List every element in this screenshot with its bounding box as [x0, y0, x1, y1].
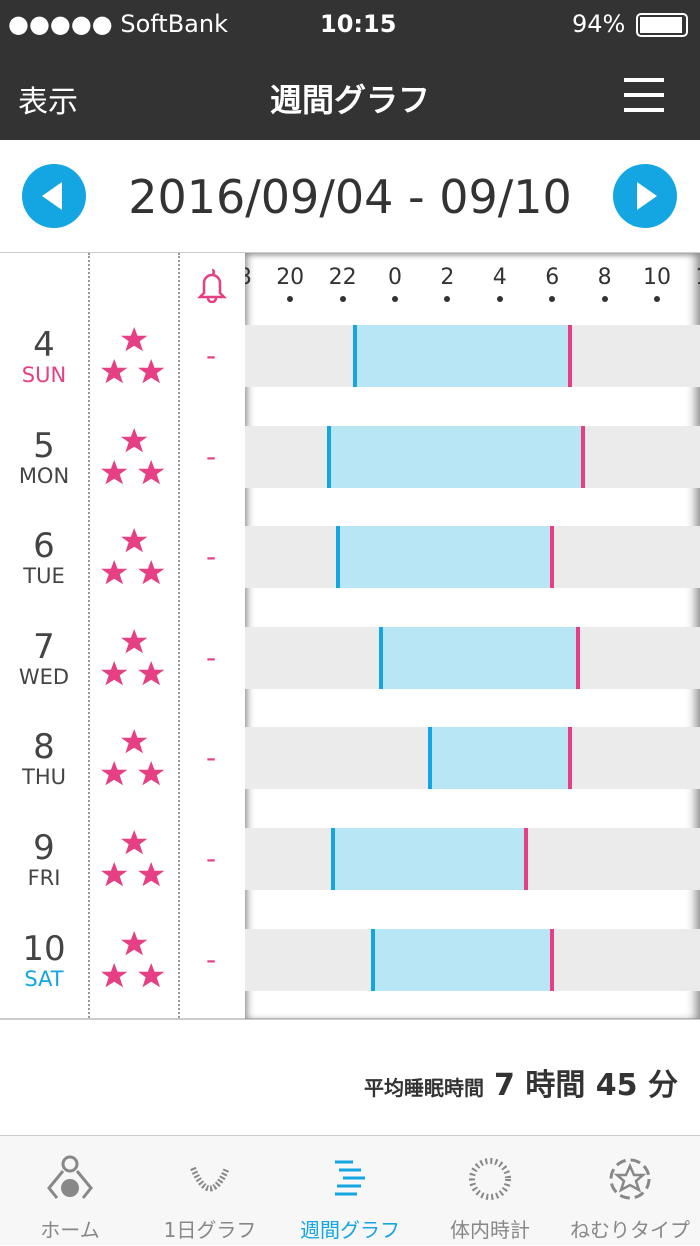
page-title: 週間グラフ	[269, 81, 430, 119]
average-sleep-label: 平均睡眠時間	[364, 1076, 485, 1100]
day-row[interactable]: 8 THU -	[0, 727, 245, 827]
clock: 10:15	[320, 10, 397, 38]
day-label: 9 FRI	[27, 828, 61, 890]
day-label: 5 MON	[18, 425, 70, 488]
week-graph-icon	[325, 1154, 375, 1204]
tab-label: 1日グラフ	[163, 1218, 257, 1242]
sleep-bar[interactable]	[370, 928, 555, 991]
prev-week-button[interactable]	[22, 164, 86, 228]
hamburger-icon[interactable]	[624, 78, 664, 112]
alarm-value: -	[205, 842, 217, 875]
alarm-bell-icon	[196, 268, 228, 303]
x-tick: 0	[375, 265, 415, 302]
rating-stars-icon	[101, 628, 165, 685]
day-label: 10 SAT	[22, 928, 66, 991]
nav-header: 表示 週間グラフ	[0, 53, 700, 140]
rating-stars-icon	[101, 528, 165, 585]
tab-home-person[interactable]: ホーム	[0, 1136, 140, 1246]
x-tick: 12	[689, 265, 700, 302]
x-tick: 18	[245, 265, 258, 302]
alarm-value: -	[205, 640, 217, 674]
day-row[interactable]: 7 WED -	[0, 627, 245, 727]
tab-label: ねむりタイプ	[570, 1218, 690, 1242]
rating-stars-icon	[101, 427, 165, 484]
tab-label: 週間グラフ	[300, 1218, 400, 1242]
tab-bar: ホーム 1日グラフ 週間グラフ 体内時計 ねむりタイプ	[0, 1135, 700, 1245]
alarm-value: -	[205, 339, 217, 372]
sleep-bar[interactable]	[353, 325, 572, 387]
next-week-button[interactable]	[613, 164, 677, 228]
sleep-bar[interactable]	[379, 626, 581, 689]
day-label: 8 THU	[22, 727, 66, 790]
day-label: 4 SUN	[21, 325, 67, 387]
tab-label: 体内時計	[450, 1218, 530, 1242]
tab-sleep-type[interactable]: ねむりタイプ	[560, 1136, 700, 1246]
alarm-value: -	[205, 439, 217, 473]
status-bar: ●●●●● SoftBank 10:15 94%	[0, 0, 700, 53]
day-row[interactable]: 4 SUN -	[0, 325, 245, 425]
x-tick: 2	[427, 265, 467, 302]
day-graph-icon	[185, 1154, 235, 1204]
x-tick: 4	[480, 265, 520, 302]
x-tick: 22	[323, 265, 363, 302]
alarm-value: -	[205, 741, 217, 775]
day-row[interactable]: 6 TUE -	[0, 526, 245, 626]
rating-stars-icon	[101, 930, 165, 987]
sleep-bar[interactable]	[331, 828, 529, 890]
day-row[interactable]: 5 MON -	[0, 426, 245, 526]
tab-body-clock[interactable]: 体内時計	[420, 1136, 560, 1246]
tab-label: ホーム	[40, 1218, 100, 1242]
rating-stars-icon	[101, 327, 165, 384]
battery-icon	[636, 13, 688, 37]
day-label: 6 TUE	[23, 526, 65, 589]
x-tick: 10	[637, 265, 677, 302]
sleep-bar[interactable]	[326, 425, 585, 488]
battery-percent: 94%	[572, 10, 626, 38]
date-navigator: 2016/09/04 - 09/10	[0, 140, 700, 252]
sleep-type-icon	[605, 1154, 655, 1204]
date-range: 2016/09/04 - 09/10	[128, 170, 572, 224]
alarm-value: -	[205, 540, 217, 574]
tab-day-graph[interactable]: 1日グラフ	[140, 1136, 280, 1246]
average-sleep: 平均睡眠時間 7 時間 45 分	[364, 1060, 678, 1104]
x-tick: 20	[270, 265, 310, 302]
sleep-bar[interactable]	[336, 526, 555, 589]
alarm-value: -	[205, 942, 217, 976]
day-row[interactable]: 9 FRI -	[0, 828, 245, 928]
x-tick: 8	[585, 265, 625, 302]
carrier: ●●●●● SoftBank	[8, 10, 228, 38]
x-tick: 6	[532, 265, 572, 302]
rating-stars-icon	[101, 729, 165, 786]
sleep-bar[interactable]	[428, 727, 572, 790]
body-clock-icon	[465, 1154, 515, 1204]
day-label: 7 WED	[18, 626, 70, 689]
display-button[interactable]: 表示	[18, 85, 78, 120]
day-row[interactable]: 10 SAT -	[0, 929, 245, 1029]
home-person-icon	[45, 1154, 95, 1204]
rating-stars-icon	[101, 830, 165, 887]
weekly-table: 182022024681012 4SUN-5MON-6TUE-7WED-8THU…	[0, 252, 700, 1020]
average-sleep-value: 7 時間 45 分	[494, 1068, 678, 1103]
tab-week-graph[interactable]: 週間グラフ	[280, 1136, 420, 1246]
